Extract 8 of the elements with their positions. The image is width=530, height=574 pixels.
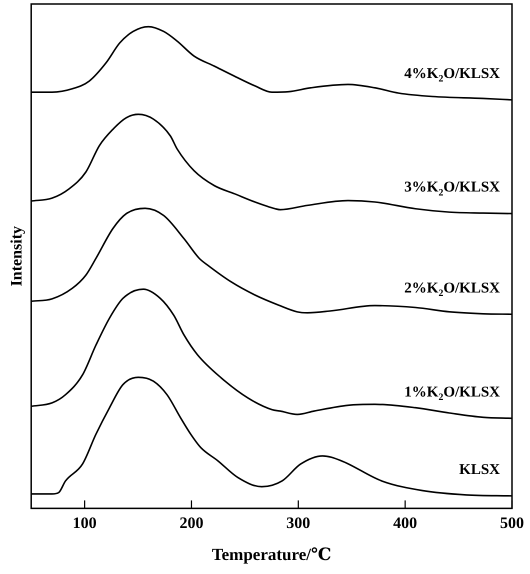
- series-label: KLSX: [459, 462, 500, 478]
- x-axis-title: Temperature/℃: [212, 545, 332, 564]
- x-tick-label: 200: [179, 515, 204, 532]
- x-tick-label: 300: [286, 515, 310, 532]
- x-tick-label: 100: [72, 515, 97, 532]
- x-tick-label: 500: [500, 515, 524, 532]
- y-axis-title: Intensity: [8, 226, 26, 286]
- x-tick-label: 400: [393, 515, 418, 532]
